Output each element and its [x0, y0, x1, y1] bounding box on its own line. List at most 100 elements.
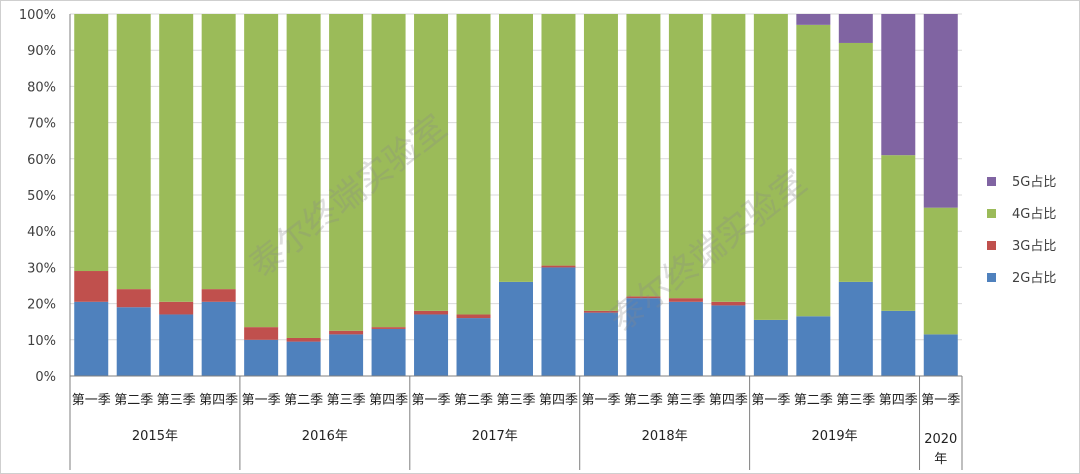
y-tick-label: 100% [19, 8, 56, 23]
bar-segment [371, 327, 406, 329]
legend-swatch [987, 241, 996, 250]
legend-label: 2G占比 [1012, 271, 1056, 286]
x-tick-label: 第一季 [921, 393, 960, 408]
bar-segment [116, 14, 151, 290]
x-tick-label: 第二季 [794, 393, 833, 408]
bar-segment [116, 289, 151, 308]
bar-segment [329, 14, 364, 331]
bar-segment [796, 316, 831, 376]
y-axis-ticks: 0% 10% 20% 30% 40% 50% 60% 70% 80% 90% 100% [19, 8, 56, 385]
bar-segment [626, 298, 661, 376]
bar-segment [923, 14, 958, 208]
bar-segment [583, 312, 618, 376]
bar-segment [541, 265, 576, 268]
bar-segment [668, 298, 703, 302]
x-tick-label: 第三季 [496, 393, 535, 408]
bar-segment [541, 267, 576, 376]
x-tick-label: 第二季 [624, 393, 663, 408]
bar-segment [541, 14, 576, 266]
x-tick-label: 第一季 [412, 393, 451, 408]
bar-segment [583, 310, 618, 313]
bar-segment [838, 42, 873, 282]
x-tick-label: 第四季 [369, 393, 408, 408]
bar-segment [201, 301, 236, 376]
bar-segment [286, 337, 321, 342]
bar-segment [796, 14, 831, 25]
bar-segment [286, 341, 321, 376]
y-tick-label: 30% [27, 261, 56, 276]
bar-segment [881, 310, 916, 376]
year-group-label: 2019年 [812, 429, 858, 444]
bar-segment [329, 330, 364, 335]
bar-segment [159, 301, 194, 315]
y-tick-label: 0% [35, 370, 56, 385]
year-group-label: 2018年 [642, 429, 688, 444]
bar-segment [414, 314, 449, 376]
legend-label: 4G占比 [1012, 207, 1056, 222]
bar-segment [371, 328, 406, 376]
bar-segment [711, 301, 746, 306]
x-tick-label: 第二季 [284, 393, 323, 408]
bar-segment [838, 281, 873, 376]
bar-segment [753, 14, 788, 320]
bar-segment [923, 207, 958, 335]
bar-segment [796, 24, 831, 317]
bar-segment [923, 334, 958, 376]
bar-segment [456, 318, 491, 376]
year-group-label: 2020 年 [924, 432, 957, 467]
bar-segment [414, 310, 449, 315]
bar-segment [626, 14, 661, 297]
bar-segment [201, 14, 236, 290]
x-tick-label: 第三季 [327, 393, 366, 408]
bar-segment [201, 289, 236, 302]
y-tick-label: 80% [27, 80, 56, 95]
bar-segment [583, 14, 618, 311]
bar-segment [74, 301, 109, 376]
y-tick-label: 40% [27, 225, 56, 240]
x-tick-label: 第四季 [199, 393, 238, 408]
legend-swatch [987, 209, 996, 218]
bar-segment [838, 14, 873, 43]
bar-segment [74, 14, 109, 272]
bar-segment [753, 319, 788, 376]
x-tick-label: 第一季 [751, 393, 790, 408]
bar-segment [881, 155, 916, 311]
y-tick-label: 10% [27, 334, 56, 349]
legend-label: 3G占比 [1012, 239, 1056, 254]
bar-segment [159, 314, 194, 376]
bar-segment [456, 314, 491, 319]
legend: 5G占比 4G占比 3G占比 2G占比 [987, 175, 1056, 286]
bar-segment [244, 327, 279, 340]
bar-segment [159, 14, 194, 302]
x-tick-label: 第二季 [454, 393, 493, 408]
bar-segment [881, 14, 916, 156]
bar-segment [371, 14, 406, 328]
year-group-label: 2016年 [302, 429, 348, 444]
year-group-label: 2015年 [132, 429, 178, 444]
x-tick-label: 第二季 [114, 393, 153, 408]
year-group-label: 2017年 [472, 429, 518, 444]
y-tick-label: 50% [27, 189, 56, 204]
bar-segment [244, 14, 279, 328]
x-tick-label: 第三季 [666, 393, 705, 408]
x-tick-label: 第四季 [539, 393, 578, 408]
x-tick-label: 第一季 [581, 393, 620, 408]
x-tick-label: 第三季 [836, 393, 875, 408]
legend-swatch [987, 177, 996, 186]
x-tick-label: 第四季 [879, 393, 918, 408]
bar-segment [499, 14, 533, 282]
x-axis-ticks: 第一季 第二季 第三季 第四季 第一季 第二季 第三季 第四季 第一季 第二季 第三季 第四季 第一季第… [72, 393, 961, 408]
bar-segment [499, 281, 533, 376]
y-tick-label: 60% [27, 153, 56, 168]
y-tick-label: 70% [27, 117, 56, 132]
bar-segment [116, 307, 151, 376]
bar-segment [244, 339, 279, 376]
bar-segment [456, 14, 491, 315]
x-tick-label: 第一季 [242, 393, 281, 408]
bar-segment [711, 14, 746, 302]
bar-segment [626, 296, 661, 299]
bar-segment [668, 14, 703, 299]
x-tick-label: 第一季 [72, 393, 111, 408]
axes [69, 14, 962, 470]
